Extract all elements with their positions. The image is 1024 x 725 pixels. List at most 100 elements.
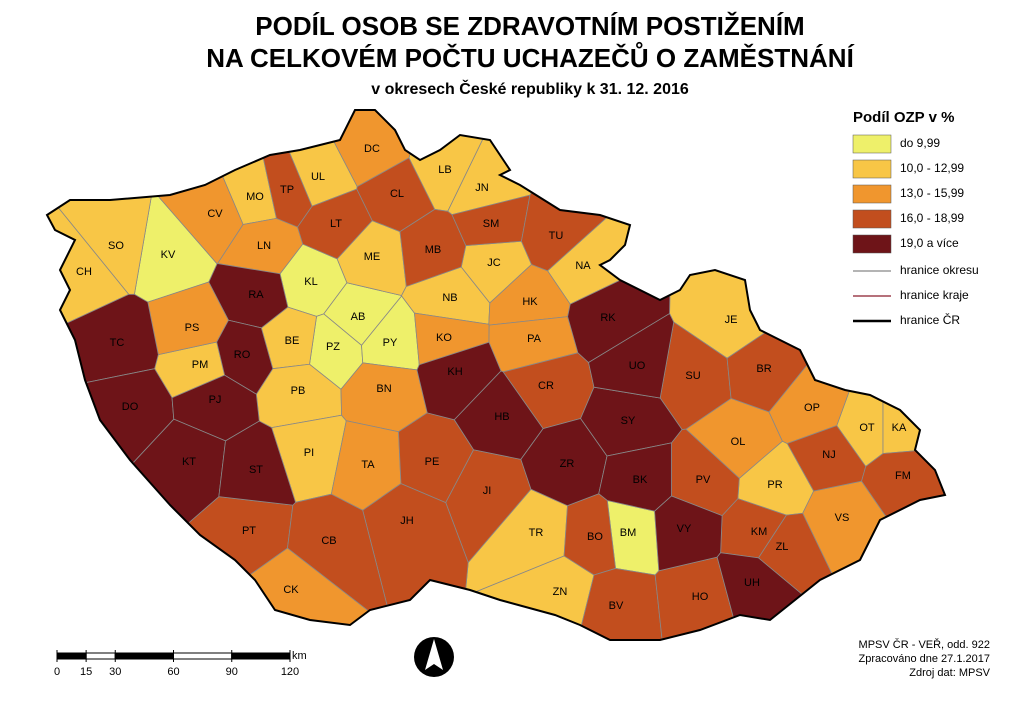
district-label: PI bbox=[304, 447, 314, 459]
scale-bar: 0 15 30 60 90 120 km bbox=[54, 650, 307, 678]
district-label: BK bbox=[633, 474, 648, 486]
credit-line: Zdroj dat: MPSV bbox=[909, 667, 990, 679]
district-label: RO bbox=[234, 349, 251, 361]
district-label: LN bbox=[257, 240, 271, 252]
title-line: NA CELKOVÉM POČTU UCHAZEČŮ O ZAMĚSTNÁNÍ bbox=[206, 41, 854, 73]
scale-segment bbox=[114, 652, 174, 660]
district-label: UL bbox=[311, 171, 325, 183]
district-label: NA bbox=[575, 260, 591, 272]
legend-label: 16,0 - 18,99 bbox=[900, 211, 964, 225]
legend-swatch bbox=[852, 134, 892, 154]
district-label: CR bbox=[538, 380, 554, 392]
district bbox=[786, 425, 867, 492]
district-label: JN bbox=[475, 182, 489, 194]
district-label: CV bbox=[207, 208, 223, 220]
scale-tick-label: 15 bbox=[80, 666, 92, 678]
district bbox=[861, 445, 945, 640]
district-label: PS bbox=[185, 322, 200, 334]
district-label: ME bbox=[364, 251, 381, 263]
district-label: FM bbox=[895, 470, 911, 482]
legend-label: hranice kraje bbox=[900, 288, 969, 302]
district-label: ST bbox=[249, 464, 263, 476]
district-label: CB bbox=[321, 535, 336, 547]
district-label: BV bbox=[609, 600, 624, 612]
district-label: CK bbox=[283, 584, 299, 596]
district-label: LT bbox=[330, 218, 342, 230]
legend-label: 10,0 - 12,99 bbox=[900, 161, 964, 175]
district-label: TU bbox=[549, 230, 564, 242]
district-label: BO bbox=[587, 531, 603, 543]
district-label: BR bbox=[756, 363, 771, 375]
district-label: HB bbox=[494, 411, 509, 423]
district-label: KA bbox=[892, 422, 907, 434]
district-label: TR bbox=[529, 527, 544, 539]
district-label: SY bbox=[621, 415, 636, 427]
scale-tick-label: 0 bbox=[54, 666, 60, 678]
district-label: SM bbox=[483, 218, 500, 230]
scale-tick-label: 60 bbox=[167, 666, 179, 678]
district-label: LB bbox=[438, 164, 451, 176]
legend-label: 13,0 - 15,99 bbox=[900, 186, 964, 200]
district-label: TA bbox=[361, 459, 375, 471]
legend-swatch bbox=[852, 209, 892, 229]
district-label: DO bbox=[122, 401, 139, 413]
district-label: VS bbox=[835, 512, 850, 524]
district-label: DC bbox=[364, 143, 380, 155]
district-label: PE bbox=[425, 456, 440, 468]
scale-segment bbox=[231, 652, 291, 660]
district-label: UO bbox=[629, 360, 646, 372]
district-label: CH bbox=[76, 266, 92, 278]
district bbox=[297, 188, 373, 260]
district-label: MB bbox=[425, 244, 442, 256]
title-line: PODÍL OSOB SE ZDRAVOTNÍM POSTIŽENÍM bbox=[255, 11, 804, 41]
district-label: PR bbox=[767, 479, 782, 491]
district-label: PT bbox=[242, 525, 256, 537]
district-label: VY bbox=[677, 523, 692, 535]
district-label: TP bbox=[280, 184, 294, 196]
district-label: PY bbox=[383, 337, 398, 349]
district-label: SO bbox=[108, 240, 124, 252]
north-arrow bbox=[414, 637, 454, 677]
district-label: AB bbox=[351, 311, 366, 323]
district-label: KH bbox=[447, 366, 462, 378]
district-label: ZN bbox=[553, 586, 568, 598]
scale-tick-label: 30 bbox=[109, 666, 121, 678]
credit-line: MPSV ČR - VEŘ, odd. 922 bbox=[859, 638, 990, 651]
district-label: JI bbox=[483, 485, 492, 497]
legend-swatch bbox=[852, 159, 892, 179]
legend-swatch bbox=[852, 234, 892, 254]
district-label: JE bbox=[725, 314, 738, 326]
district-label: NJ bbox=[822, 449, 835, 461]
credit-line: Zpracováno dne 27.1.2017 bbox=[859, 653, 991, 665]
districts: KV KL AB PZ PY BM SO CH MO UL LB JN ME NB JC NA BE PB PI TR… bbox=[45, 109, 947, 641]
district-label: HO bbox=[692, 591, 709, 603]
district-label: UH bbox=[744, 577, 760, 589]
district-label: BM bbox=[620, 527, 637, 539]
scale-tick-label: 90 bbox=[226, 666, 238, 678]
scale-segment bbox=[85, 652, 116, 660]
legend-swatch bbox=[852, 184, 892, 204]
district bbox=[521, 110, 735, 272]
district-label: HK bbox=[522, 296, 538, 308]
district-label: KO bbox=[436, 332, 452, 344]
scale-tick-label: 120 bbox=[281, 666, 299, 678]
legend-label: hranice okresu bbox=[900, 263, 979, 277]
legend-label: hranice ČR bbox=[900, 312, 960, 327]
district-label: KT bbox=[182, 456, 196, 468]
district-label: TC bbox=[110, 337, 125, 349]
district-label: SU bbox=[685, 370, 700, 382]
district-label: OP bbox=[804, 402, 820, 414]
country-border bbox=[45, 109, 947, 641]
district-label: KL bbox=[304, 276, 317, 288]
district-label: PJ bbox=[209, 394, 222, 406]
credits: MPSV ČR - VEŘ, odd. 922 Zpracováno dne 27… bbox=[859, 638, 991, 679]
district bbox=[218, 420, 297, 506]
legend-title: Podíl OZP v % bbox=[853, 109, 954, 126]
legend-label: 19,0 a více bbox=[900, 236, 959, 250]
scale-segment bbox=[56, 652, 87, 660]
district-label: KM bbox=[751, 526, 768, 538]
district-label: BE bbox=[285, 335, 300, 347]
district-label: PB bbox=[291, 385, 306, 397]
district-label: OL bbox=[731, 436, 746, 448]
